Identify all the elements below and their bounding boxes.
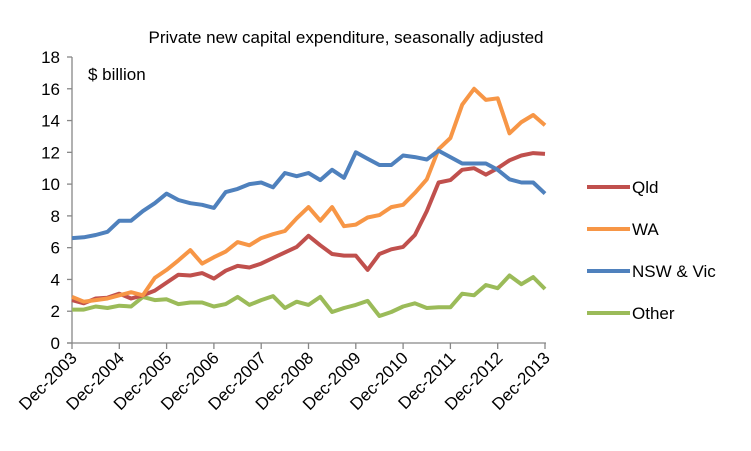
legend: Qld WA NSW & Vic Other bbox=[587, 178, 716, 323]
x-axis: Dec-2003Dec-2004Dec-2005Dec-2006Dec-2007… bbox=[15, 342, 554, 414]
y-tick-label: 2 bbox=[51, 302, 60, 321]
y-tick-label: 16 bbox=[41, 80, 60, 99]
y-tick-label: 4 bbox=[51, 270, 60, 289]
series-line-nsw-vic bbox=[71, 148, 547, 241]
unit-annotation: $ billion bbox=[88, 65, 146, 84]
y-axis: 0 2 4 6 8 10 12 14 16 18 bbox=[41, 48, 73, 353]
legend-item-nsw-vic: NSW & Vic bbox=[587, 262, 716, 281]
y-tick-label: 0 bbox=[51, 334, 60, 353]
series-line-wa bbox=[71, 86, 547, 304]
legend-label: Other bbox=[632, 304, 675, 323]
series-line-other bbox=[72, 273, 547, 318]
legend-item-other: Other bbox=[587, 304, 675, 323]
legend-item-wa: WA bbox=[587, 220, 659, 239]
legend-label: WA bbox=[632, 220, 659, 239]
y-tick-label: 10 bbox=[41, 175, 60, 194]
chart-title: Private new capital expenditure, seasona… bbox=[148, 28, 543, 47]
y-tick-label: 6 bbox=[51, 239, 60, 258]
y-tick-label: 18 bbox=[41, 48, 60, 67]
y-tick-label: 8 bbox=[51, 207, 60, 226]
legend-label: NSW & Vic bbox=[632, 262, 716, 281]
series-line-qld bbox=[71, 151, 546, 306]
y-tick-label: 14 bbox=[41, 112, 60, 131]
legend-label: Qld bbox=[632, 178, 658, 197]
y-tick-label: 12 bbox=[41, 143, 60, 162]
legend-item-qld: Qld bbox=[587, 178, 658, 197]
series-layer bbox=[71, 86, 547, 318]
